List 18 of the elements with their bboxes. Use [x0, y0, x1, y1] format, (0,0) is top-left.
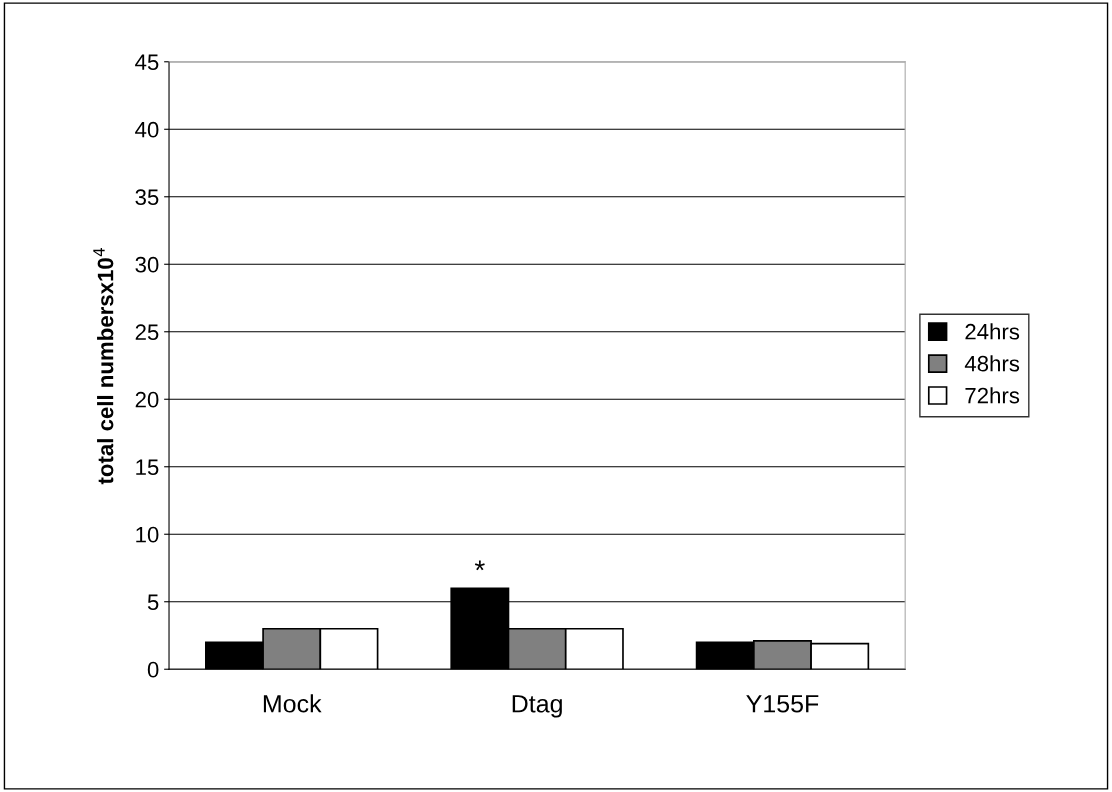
y-tick-label: 0 — [147, 661, 159, 678]
y-tick-label: 20 — [135, 391, 159, 408]
y-tick-label: 10 — [136, 526, 159, 543]
y-tick-label: 40 — [135, 121, 159, 138]
y-tick-label: 15 — [136, 459, 159, 476]
y-tick-label: 35 — [135, 189, 159, 206]
y-axis-title: total cell numbersx10$^{4}$ — [93, 248, 114, 485]
legend-label: 48hrs — [964, 355, 1020, 372]
y-tick-label: 30 — [135, 256, 159, 273]
annotation: * — [474, 560, 485, 571]
x-tick-label: Y155F — [746, 695, 819, 713]
y-tick-label: 5 — [147, 594, 159, 611]
y-tick-label: 45 — [135, 54, 159, 71]
x-tick-label: Dtag — [512, 695, 562, 718]
legend-label: 24hrs — [965, 323, 1020, 340]
y-tick-label: 25 — [135, 324, 159, 341]
legend-label: 72hrs — [965, 387, 1020, 404]
x-tick-label: Mock — [263, 694, 322, 713]
